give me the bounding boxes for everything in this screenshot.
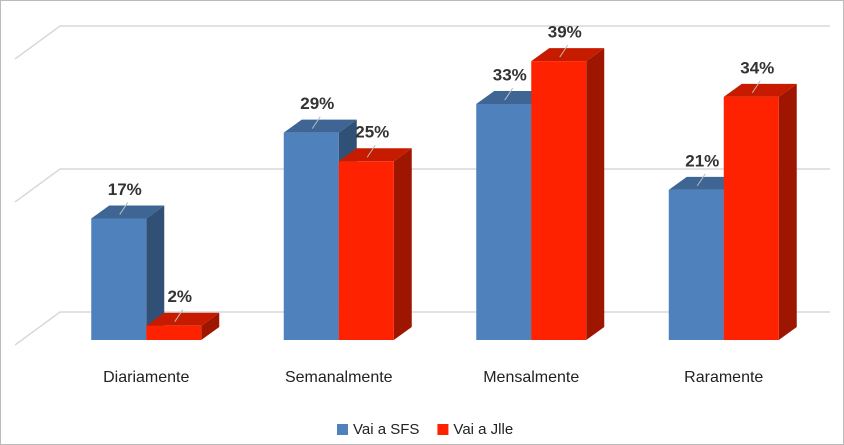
- value-label: 33%: [493, 66, 527, 85]
- label-leader: [559, 44, 569, 58]
- bar-top: [91, 205, 165, 219]
- value-label: 17%: [108, 180, 142, 199]
- bar-front: [531, 61, 587, 341]
- bar-front: [283, 132, 339, 340]
- value-label: 34%: [740, 58, 774, 77]
- label-leader: [504, 87, 514, 101]
- bar-top: [668, 176, 742, 190]
- bar-side: [201, 312, 220, 340]
- value-label: 39%: [548, 23, 582, 42]
- value-label: 21%: [685, 151, 719, 170]
- grid-line: [14, 25, 830, 60]
- label-leader: [751, 80, 761, 94]
- label-leader: [696, 173, 706, 187]
- bar: [723, 83, 797, 341]
- bar-top: [531, 48, 605, 62]
- bar-front: [476, 104, 532, 340]
- x-tick-label: Semanalmente: [285, 369, 393, 386]
- bar: [531, 48, 605, 341]
- x-tick-label: Mensalmente: [483, 369, 579, 386]
- bar-front: [91, 218, 147, 340]
- label-leader: [174, 309, 184, 322]
- label-leader: [119, 202, 129, 215]
- bar-front: [146, 325, 202, 340]
- bar-side: [146, 205, 165, 340]
- bar-top: [283, 119, 357, 133]
- bar-front: [723, 96, 779, 341]
- bar-side: [393, 148, 412, 340]
- bar-front: [338, 161, 394, 340]
- bar: [146, 312, 220, 340]
- legend-label: Vai a SFS: [353, 421, 419, 438]
- label-leader: [311, 116, 321, 129]
- legend-swatch: [337, 424, 348, 435]
- label-leader: [366, 144, 376, 158]
- bar-top: [476, 91, 550, 105]
- bar-front: [668, 189, 724, 340]
- legend-swatch: [437, 424, 449, 435]
- bar-top: [338, 148, 412, 162]
- value-label: 25%: [355, 123, 389, 142]
- x-tick-label: Raramente: [684, 369, 763, 386]
- bar-side: [586, 48, 605, 341]
- bar: [91, 205, 165, 340]
- value-label: 2%: [167, 287, 192, 306]
- bar-top: [146, 312, 220, 326]
- legend-label: Vai a Jlle: [453, 421, 513, 438]
- x-tick-label: Diariamente: [103, 369, 189, 386]
- bar-top: [723, 83, 797, 97]
- bar-side: [778, 83, 797, 341]
- value-label: 29%: [300, 94, 334, 113]
- bar: [338, 148, 412, 340]
